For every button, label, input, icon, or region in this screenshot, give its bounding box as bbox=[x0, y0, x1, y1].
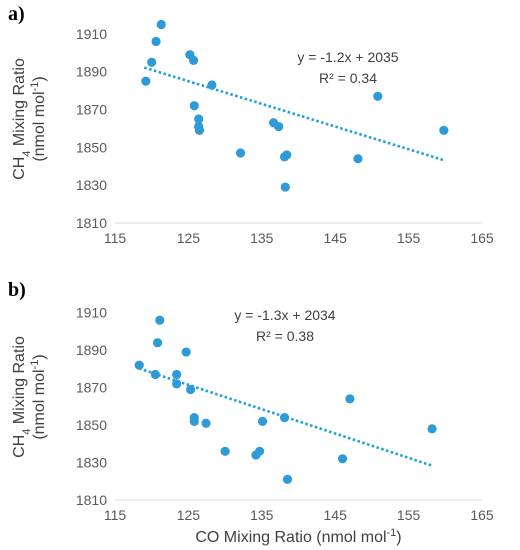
data-point bbox=[172, 369, 182, 380]
data-point bbox=[189, 416, 199, 426]
x-tick-label: 145 bbox=[324, 507, 348, 523]
y-tick-label: 1850 bbox=[76, 139, 107, 155]
x-tick-label: 135 bbox=[250, 507, 274, 523]
y-tick-label: 1850 bbox=[76, 417, 107, 433]
y-tick-label: 1890 bbox=[76, 342, 107, 358]
r-squared-label: R² = 0.34 bbox=[319, 70, 377, 86]
y-tick-label: 1830 bbox=[76, 455, 107, 471]
data-point bbox=[353, 154, 363, 164]
data-point bbox=[274, 121, 284, 132]
panel-label: b) bbox=[8, 279, 26, 301]
x-tick-label: 135 bbox=[250, 230, 274, 246]
data-point bbox=[373, 91, 383, 101]
y-tick-label: 1910 bbox=[76, 305, 107, 321]
data-point bbox=[235, 148, 246, 158]
data-point bbox=[282, 474, 293, 484]
r-squared-label: R² = 0.38 bbox=[256, 328, 314, 344]
y-tick-label: 1890 bbox=[76, 64, 107, 80]
x-tick-label: 165 bbox=[470, 230, 494, 246]
data-point bbox=[439, 125, 449, 135]
y-tick-label: 1870 bbox=[76, 380, 107, 396]
data-point bbox=[134, 360, 144, 370]
data-point bbox=[150, 369, 160, 380]
x-tick-label: 125 bbox=[177, 507, 201, 523]
trendline bbox=[138, 367, 433, 467]
data-point bbox=[172, 379, 182, 389]
x-tick-label: 155 bbox=[397, 507, 421, 523]
data-point bbox=[186, 384, 196, 395]
data-point bbox=[257, 416, 268, 426]
trendline bbox=[143, 66, 446, 162]
x-tick-label: 115 bbox=[104, 230, 127, 246]
data-point bbox=[337, 454, 348, 464]
x-tick-label: 125 bbox=[177, 230, 201, 246]
x-axis-title: CO Mixing Ratio (nmol mol-1) bbox=[195, 527, 401, 546]
y-tick-label: 1870 bbox=[76, 102, 107, 118]
data-point bbox=[279, 413, 290, 423]
data-point bbox=[282, 150, 292, 160]
data-point bbox=[194, 125, 205, 135]
panel-b: b) 1810 1830 1850 1870 1890 1910 115 125 135 145 15… bbox=[8, 279, 494, 546]
data-point bbox=[254, 446, 265, 456]
data-point bbox=[194, 114, 204, 124]
data-point bbox=[427, 424, 437, 434]
data-point bbox=[147, 57, 157, 67]
x-tick-label: 155 bbox=[397, 230, 421, 246]
data-point bbox=[188, 55, 199, 65]
y-tick-label: 1910 bbox=[76, 26, 107, 42]
x-tick-label: 165 bbox=[470, 507, 494, 523]
panel-a: a) 1810 1830 1850 1870 1890 1910 115 125 135 145 15… bbox=[8, 3, 494, 246]
panel-label: a) bbox=[8, 3, 25, 25]
trend-equation: y = -1.3x + 2034 bbox=[234, 307, 335, 323]
data-point bbox=[220, 446, 230, 456]
y-axis-title: CH4 Mixing Ratio bbox=[11, 58, 33, 180]
data-point bbox=[156, 19, 166, 30]
y-tick-label: 1830 bbox=[76, 177, 107, 193]
y-axis-units: (nmol mol-1) bbox=[29, 354, 48, 439]
data-point bbox=[345, 394, 355, 404]
data-point bbox=[280, 182, 290, 192]
data-point bbox=[181, 347, 191, 357]
data-point bbox=[189, 101, 199, 111]
data-point bbox=[201, 418, 211, 428]
y-tick-label: 1810 bbox=[76, 492, 107, 508]
y-tick-label: 1810 bbox=[76, 215, 107, 231]
y-axis-units: (nmol mol-1) bbox=[29, 76, 48, 161]
data-point bbox=[141, 76, 151, 86]
y-axis-title: CH4 Mixing Ratio bbox=[11, 336, 33, 458]
trend-equation: y = -1.2x + 2035 bbox=[297, 49, 398, 65]
data-point bbox=[152, 338, 163, 348]
data-point bbox=[155, 315, 165, 325]
x-tick-label: 145 bbox=[324, 230, 348, 246]
x-tick-label: 115 bbox=[104, 507, 127, 523]
data-point bbox=[207, 80, 217, 90]
data-point bbox=[151, 36, 161, 47]
